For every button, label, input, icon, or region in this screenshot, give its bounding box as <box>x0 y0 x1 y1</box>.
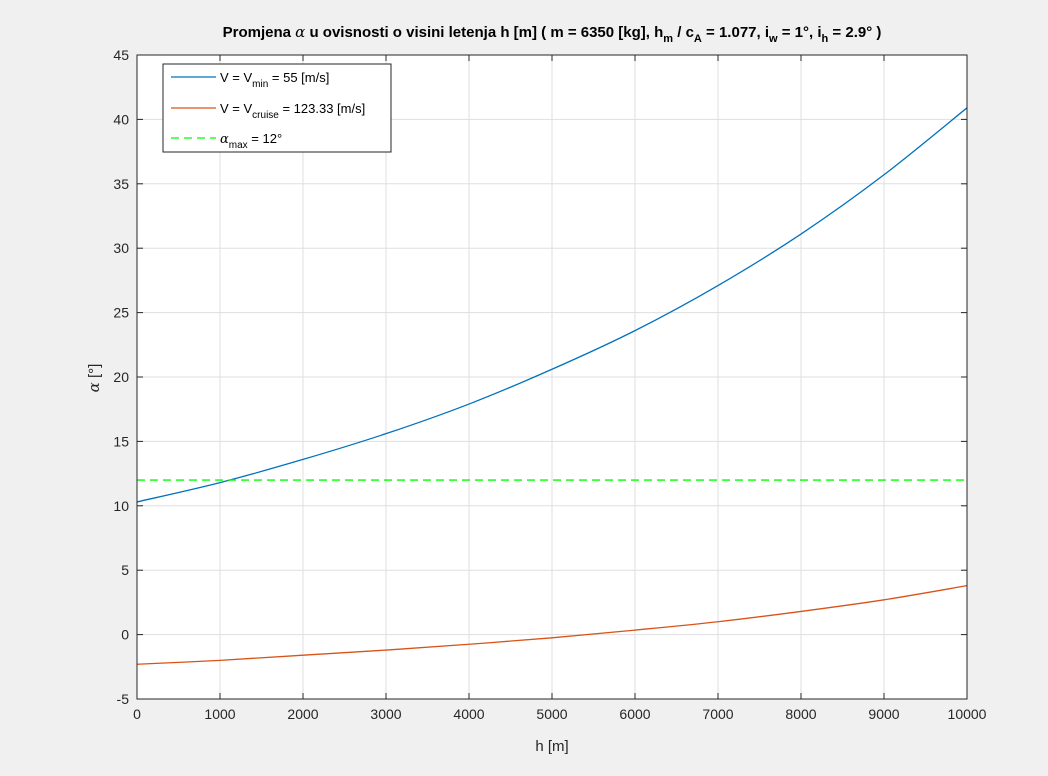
y-tick-label: 0 <box>121 627 129 643</box>
title-subscript-w: w <box>768 33 778 45</box>
series-line-vmin <box>136 107 968 503</box>
chart-title: Promjena α u ovisnosti o visini letenja … <box>223 23 882 45</box>
y-tick-label: 5 <box>121 562 129 578</box>
title-subscript-m: m <box>663 33 673 45</box>
y-tick-label: 40 <box>113 111 129 127</box>
legend-vmin-subscript: min <box>252 79 268 90</box>
legend-alpha-subscript: max <box>229 140 248 151</box>
y-tick-label: 45 <box>113 47 129 63</box>
y-tick-label: 35 <box>113 176 129 192</box>
x-tick-label: 4000 <box>453 706 484 722</box>
y-tick-label: -5 <box>117 691 130 707</box>
y-axis-label-unit: [°] <box>86 364 103 383</box>
title-subscript-h: h <box>822 33 829 45</box>
y-axis-ticks: -5 0 5 10 15 20 25 30 35 40 45 <box>113 47 967 707</box>
title-part-2: u ovisnosti o visini letenja h [m] ( m =… <box>305 24 663 41</box>
x-tick-label: 3000 <box>370 706 401 722</box>
legend-vcruise-suffix: = 123.33 [m/s] <box>279 101 365 116</box>
x-tick-label: 8000 <box>785 706 816 722</box>
legend-entry-vmin: V = Vmin = 55 [m/s] <box>220 70 329 90</box>
x-tick-label: 0 <box>133 706 141 722</box>
x-tick-label: 6000 <box>619 706 650 722</box>
legend-vcruise-prefix: V = V <box>220 101 252 116</box>
x-tick-label: 1000 <box>204 706 235 722</box>
series-line-vcruise <box>136 585 968 665</box>
y-axis-label-alpha: α <box>85 382 103 392</box>
x-axis-ticks: 0 1000 2000 3000 4000 5000 6000 7000 8000 9000 100… <box>133 55 987 722</box>
legend-entry-vcruise: V = Vcruise = 123.33 [m/s] <box>220 101 365 121</box>
legend-alpha-suffix: = 12° <box>248 131 282 146</box>
y-tick-label: 15 <box>113 433 129 449</box>
legend-entry-alpha-max: αmax = 12° <box>220 131 282 151</box>
y-tick-label: 25 <box>113 305 129 321</box>
series-lines <box>136 107 968 665</box>
legend-vmin-suffix: = 55 [m/s] <box>268 70 329 85</box>
title-part-5: = 1°, i <box>778 24 822 41</box>
y-tick-label: 10 <box>113 498 129 514</box>
x-tick-label: 9000 <box>868 706 899 722</box>
title-part-3: / c <box>673 24 694 41</box>
legend-alpha-symbol: α <box>220 132 229 147</box>
title-part-1: Promjena <box>223 24 296 41</box>
legend-vmin-prefix: V = V <box>220 70 252 85</box>
x-tick-label: 5000 <box>536 706 567 722</box>
title-part-4: = 1.077, i <box>702 24 769 41</box>
y-tick-label: 20 <box>113 369 129 385</box>
y-tick-label: 30 <box>113 240 129 256</box>
y-axis-label: α [°] <box>85 364 103 393</box>
x-tick-label: 7000 <box>702 706 733 722</box>
x-tick-label: 10000 <box>948 706 987 722</box>
legend: V = Vmin = 55 [m/s] V = Vcruise = 123.33… <box>162 63 392 153</box>
title-alpha-symbol: α <box>295 23 305 41</box>
title-subscript-a: A <box>694 33 702 45</box>
title-part-6: = 2.9° ) <box>828 24 881 41</box>
x-tick-label: 2000 <box>287 706 318 722</box>
legend-vcruise-subscript: cruise <box>252 110 279 121</box>
x-axis-label: h [m] <box>535 738 568 755</box>
